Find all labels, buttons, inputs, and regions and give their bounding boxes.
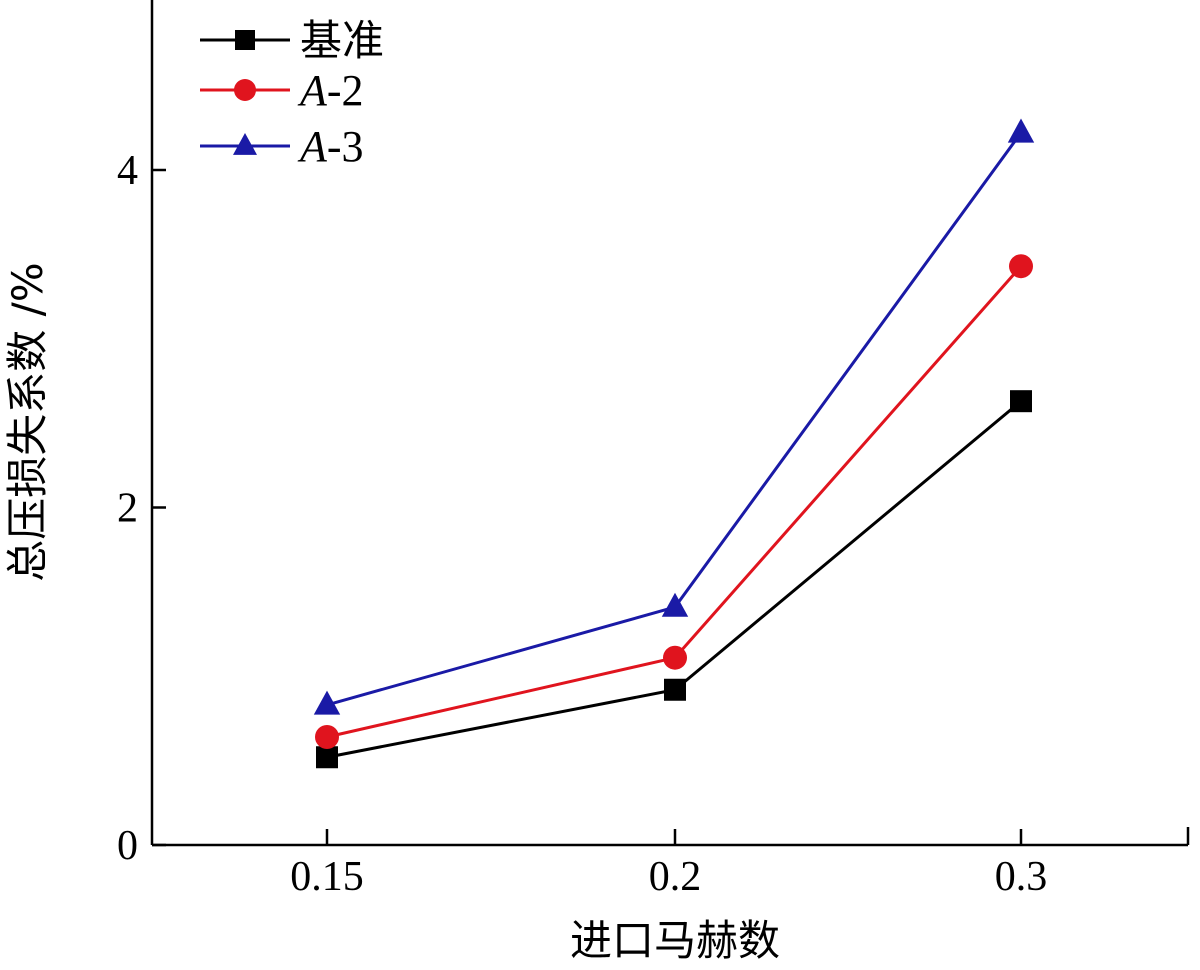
data-point [664,678,686,701]
legend-label: A-2 [297,66,364,115]
legend-marker [235,30,255,50]
series-line [326,131,1023,707]
data-point [316,746,338,769]
legend-entry: 基准 [200,16,384,65]
y-tick-label: 4 [117,148,138,194]
data-point [315,725,339,749]
data-point [313,690,341,715]
legend-label: A-3 [297,122,364,171]
axes: 0 2 4 0.15 0.2 0.3 [117,0,1190,900]
x-tick-label: 0.3 [995,854,1048,900]
y-tick-label: 0 [117,823,138,869]
data-point [661,592,689,617]
legend: 基准A-2 A-3 [200,16,384,171]
series-line [326,400,1022,759]
legend-entry: A-3 [200,122,364,171]
series-3 [313,118,1035,715]
data-point [1010,390,1032,413]
series-1 [316,390,1032,769]
y-axis-title: 总压损失系数 /% [3,262,52,581]
legend-marker [233,132,257,155]
y-tick-label: 2 [117,486,138,532]
legend-entry: A-2 [200,66,364,115]
legend-marker [234,79,256,101]
x-tick-label: 0.2 [649,854,702,900]
x-axis-title: 进口马赫数 [570,916,780,965]
data-point [663,645,687,670]
data-point [1007,118,1035,143]
series-2 [315,254,1033,749]
series-layer [313,118,1035,769]
data-point [1009,254,1033,279]
legend-label: 基准 [300,16,384,65]
x-tick-label: 0.15 [290,854,364,900]
